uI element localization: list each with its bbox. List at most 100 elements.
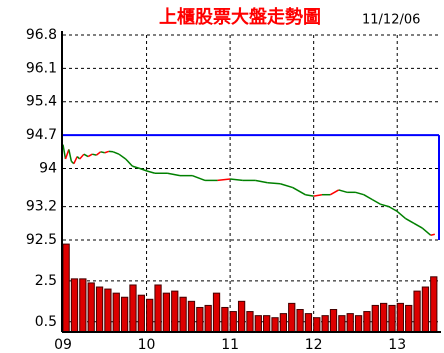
x-tick-label: 13 [388,337,406,353]
price-segment [68,149,73,162]
x-tick-label: 09 [54,337,72,353]
price-segment [112,151,120,155]
volume-bar [338,315,346,333]
volume-bar [363,311,371,333]
x-tick-label: 12 [305,337,323,353]
volume-bar [154,284,162,333]
y-tick-label: 93.2 [26,199,57,215]
volume-bar [271,317,279,333]
volume-bar [279,313,288,333]
volume-bar [371,304,379,333]
volume-bar [104,288,112,333]
volume-bar [421,286,430,333]
price-segment [330,189,340,196]
volume-bar [413,290,421,333]
price-segment [167,172,181,177]
volume-bar [204,304,212,333]
volume-bar [396,302,404,333]
price-segment [305,193,314,197]
volume-bar [112,292,120,333]
volume-bar [70,278,79,333]
volume-bar [354,315,363,333]
price-segment [430,233,435,236]
volume-bar [263,315,271,333]
price-segment [79,153,85,160]
price-segment [125,158,133,167]
volume-bar [137,294,145,333]
price-segment [146,170,156,174]
price-segment [396,210,407,220]
price-segment [292,186,306,196]
volume-bar [187,300,196,333]
volume-bar [212,292,221,333]
volume-bar [346,313,354,333]
volume-bar [79,278,87,333]
price-segment [73,156,78,165]
volume-bar [237,300,246,333]
volume-bar [179,296,187,333]
volume-bar [388,304,396,333]
y-tick-label: 95.4 [26,94,57,110]
price-segment [405,217,415,224]
price-segment [87,153,93,158]
volume-bar [196,306,204,333]
price-segment [230,178,243,182]
chart-date: 11/12/06 [362,13,420,28]
price-segment [83,153,89,158]
price-segment [100,151,105,154]
price-segment [413,222,423,229]
price-segment [355,191,365,196]
volume-bar [313,317,321,333]
volume-bar [120,296,129,333]
price-segment [95,151,102,156]
volume-bar [321,315,329,333]
volume-bar [304,313,313,333]
volume-bar [430,276,438,333]
price-segment [92,153,97,156]
y-tick-label: 92.5 [26,232,57,248]
y-tick-label: 96.8 [26,27,57,43]
price-segment [380,203,390,208]
volume-bar [62,243,70,333]
price-segment [371,198,381,205]
volume-bar [329,309,338,333]
price-segment [280,183,293,189]
price-segment [267,182,281,185]
chart-title: 上櫃股票大盤走勢圖 [159,6,321,28]
volume-bar [246,311,254,333]
volume-bar [162,292,171,333]
price-segment [132,165,141,170]
x-tick-label: 11 [221,337,239,353]
price-segment [104,150,110,154]
price-segment [64,149,70,160]
price-segment [363,194,373,201]
price-segment [313,193,323,197]
volume-bar [405,304,413,333]
price-segment [388,205,398,213]
volume-tick-label: 2.5 [35,273,57,289]
price-segment [217,178,231,182]
volume-bar [87,282,95,333]
volume-bar [254,315,262,333]
volume-bar [129,284,137,333]
volume-tick-label: 0.5 [35,314,57,330]
volume-bar [380,302,388,333]
price-segment [62,144,67,160]
price-segment [338,189,348,194]
volume-bar [171,290,179,333]
volume-bar [95,286,104,333]
price-segment [255,179,268,184]
y-tick-label: 94.7 [26,127,57,143]
y-tick-label: 94 [39,160,57,176]
price-segment [421,227,432,236]
x-tick-label: 10 [138,337,156,353]
volume-bar [221,306,229,333]
volume-bar [146,298,154,333]
volume-bar [229,311,237,333]
y-tick-label: 96.1 [26,60,57,76]
volume-bar [296,309,304,333]
price-segment [139,167,147,172]
volume-bar [288,302,296,333]
price-segment [118,153,127,160]
